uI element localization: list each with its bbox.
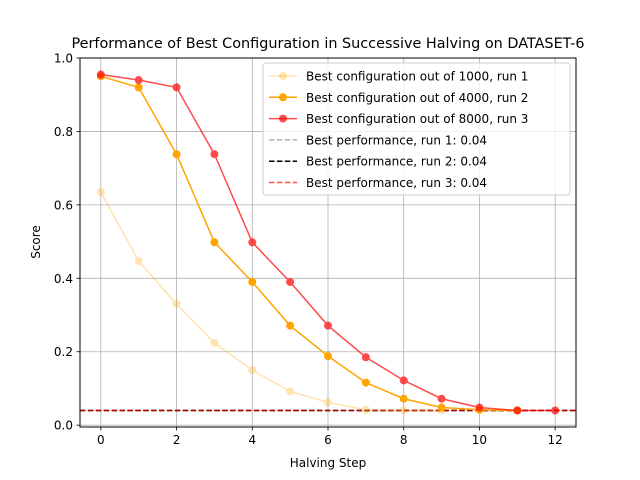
data-point <box>437 394 446 403</box>
data-point <box>248 238 257 247</box>
legend-item: Best performance, run 2: 0.04 <box>269 155 487 169</box>
data-point <box>210 338 219 347</box>
data-point <box>172 300 181 308</box>
series <box>96 70 560 415</box>
data-point <box>324 352 332 361</box>
y-tick-label: 0.6 <box>54 198 73 212</box>
chart-title: Performance of Best Configuration in Suc… <box>72 36 585 52</box>
y-tick-label: 0.8 <box>54 125 73 139</box>
legend-marker <box>279 114 287 123</box>
data-point <box>361 378 370 387</box>
legend-marker <box>279 72 287 80</box>
series-group <box>96 70 560 415</box>
data-point <box>210 238 219 247</box>
y-tick-label: 1.0 <box>54 52 73 66</box>
x-tick-label: 4 <box>248 433 256 447</box>
legend-item: Best performance, run 3: 0.04 <box>269 176 487 190</box>
legend-box <box>262 62 571 196</box>
data-point <box>172 83 181 92</box>
legend-item: Best performance, run 1: 0.04 <box>269 133 487 147</box>
legend: Best configuration out of 1000, run 1 Bes… <box>262 62 571 196</box>
series-line <box>100 75 518 412</box>
legend-marker <box>279 93 287 102</box>
data-point <box>324 321 332 330</box>
x-tick-label: 6 <box>324 433 332 447</box>
data-point <box>134 257 143 266</box>
data-point <box>134 76 143 85</box>
data-point <box>324 398 332 407</box>
data-point <box>96 188 105 197</box>
data-point <box>399 394 408 403</box>
legend-item: Best configuration out of 1000, run 1 <box>269 70 528 84</box>
series-line <box>100 191 442 412</box>
x-tick-label: 0 <box>97 433 105 447</box>
y-tick-label: 0.2 <box>54 345 73 359</box>
legend-item: Best configuration out of 4000, run 2 <box>269 91 528 105</box>
data-point <box>399 406 408 415</box>
data-point <box>286 277 295 286</box>
series <box>96 72 522 415</box>
data-point <box>248 366 257 375</box>
data-point <box>551 406 560 415</box>
y-tick-label: 0.4 <box>54 272 73 286</box>
data-point <box>248 277 257 286</box>
legend-item: Best configuration out of 8000, run 3 <box>269 112 528 126</box>
series <box>96 188 446 415</box>
y-axis: 0.0 0.2 0.4 0.6 0.8 1.0 <box>54 52 80 433</box>
data-point <box>172 150 181 159</box>
legend-label: Best configuration out of 1000, run 1 <box>306 70 528 84</box>
data-point <box>399 376 408 385</box>
x-axis-label: Halving Step <box>290 456 367 470</box>
legend-label: Best configuration out of 8000, run 3 <box>306 112 528 126</box>
legend-label: Best performance, run 1: 0.04 <box>306 133 487 147</box>
x-axis: 0 2 4 6 8 10 12 <box>97 427 563 447</box>
legend-label: Best configuration out of 4000, run 2 <box>306 91 528 105</box>
data-point <box>475 403 484 412</box>
y-axis-label: Score <box>29 225 43 259</box>
data-point <box>286 387 295 396</box>
legend-label: Best performance, run 2: 0.04 <box>306 155 487 169</box>
x-tick-label: 8 <box>400 433 408 447</box>
data-point <box>210 150 219 159</box>
data-point <box>437 403 446 412</box>
x-tick-label: 2 <box>173 433 181 447</box>
data-point <box>513 406 522 415</box>
data-point <box>361 353 370 362</box>
x-tick-label: 12 <box>548 433 563 447</box>
data-point <box>361 405 370 414</box>
data-point <box>96 70 105 79</box>
data-point <box>134 83 143 92</box>
data-point <box>286 321 295 330</box>
legend-label: Best performance, run 3: 0.04 <box>306 176 487 190</box>
x-tick-label: 10 <box>472 433 487 447</box>
y-tick-label: 0.0 <box>54 419 73 433</box>
